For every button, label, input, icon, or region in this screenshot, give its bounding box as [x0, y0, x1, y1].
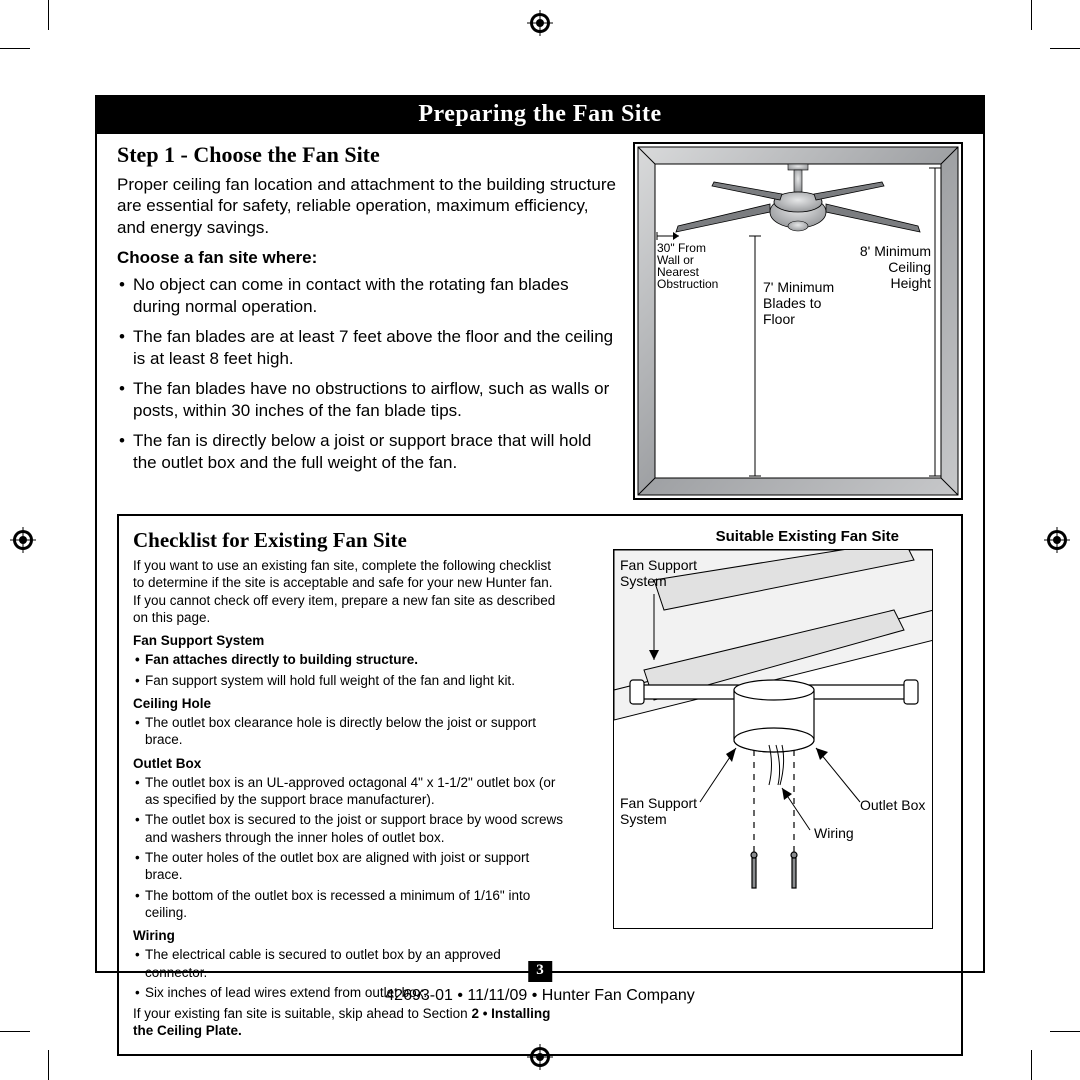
step-subhead: Choose a fan site where:: [117, 248, 617, 268]
step-intro: Proper ceiling fan location and attachme…: [117, 174, 617, 238]
step-bullet: The fan blades are at least 7 feet above…: [117, 326, 617, 370]
diagram2-title: Suitable Existing Fan Site: [573, 528, 947, 545]
checklist-item: The outlet box clearance hole is directl…: [133, 714, 563, 749]
checklist-item: The outer holes of the outlet box are al…: [133, 849, 563, 884]
checklist-intro: If you want to use an existing fan site,…: [133, 557, 563, 626]
checklist-heading: Checklist for Existing Fan Site: [133, 528, 563, 553]
checklist-item: The electrical cable is secured to outle…: [133, 946, 563, 981]
checklist-item: The outlet box is an UL-approved octagon…: [133, 774, 563, 809]
fan-site-diagram: Fan SupportSystem Fan SupportSystem Wiri…: [613, 549, 933, 929]
page-number: 3: [528, 961, 552, 982]
checklist-section-title: Wiring: [133, 927, 563, 944]
checklist-section-title: Fan Support System: [133, 632, 563, 649]
step-bullet: The fan is directly below a joist or sup…: [117, 430, 617, 474]
checklist-item: Fan attaches directly to building struct…: [133, 651, 563, 668]
step-bullet-list: No object can come in contact with the r…: [117, 274, 617, 475]
diagram2-label-outlet: Outlet Box: [860, 797, 925, 813]
checklist-section-title: Ceiling Hole: [133, 695, 563, 712]
checklist-closing: If your existing fan site is suitable, s…: [133, 1005, 563, 1040]
step-bullet: No object can come in contact with the r…: [117, 274, 617, 318]
step-bullet: The fan blades have no obstructions to a…: [117, 378, 617, 422]
step-heading: Step 1 - Choose the Fan Site: [117, 142, 617, 168]
section-title-bar: Preparing the Fan Site: [97, 97, 983, 134]
diagram2-label-fss-bot: Fan SupportSystem: [620, 795, 697, 827]
diagram2-label-wiring: Wiring: [814, 825, 854, 841]
checklist-item: The bottom of the outlet box is recessed…: [133, 887, 563, 922]
checklist-section-title: Outlet Box: [133, 755, 563, 772]
checklist-item: The outlet box is secured to the joist o…: [133, 811, 563, 846]
footer: 42693-01 • 11/11/09 • Hunter Fan Company: [97, 987, 983, 1005]
clearance-diagram: 30" FromWall orNearestObstruction 7' Min…: [633, 142, 963, 500]
checklist-item: Fan support system will hold full weight…: [133, 672, 563, 689]
page-frame: Preparing the Fan Site Step 1 - Choose t…: [95, 95, 985, 973]
